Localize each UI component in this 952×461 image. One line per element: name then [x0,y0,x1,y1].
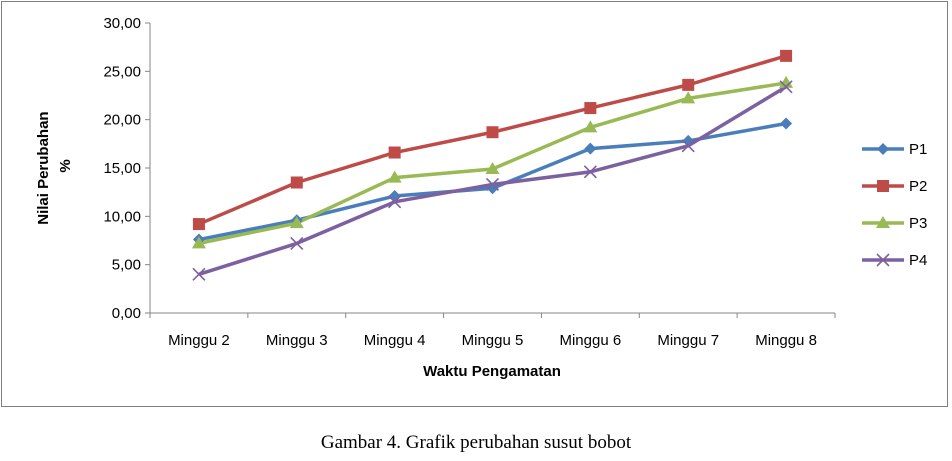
tick-labels: 0,00 5,00 10,00 15,00 20,00 25,00 30,00 Minggu … [103,15,816,349]
series-markers [191,49,794,281]
x-tick-label: Minggu 5 [462,332,524,349]
data-point-p3 [289,216,304,229]
line-chart: 0,00 5,00 10,00 15,00 20,00 25,00 30,00 Minggu … [35,15,927,380]
y-tick-label: 5,00 [112,257,141,274]
figure-caption: Gambar 4. Grafik perubahan susut bobot [320,432,632,453]
x-axis-title: Waktu Pengamatan [423,363,561,380]
data-point-p4 [192,267,206,281]
legend-marker-p1 [877,143,889,155]
data-point-p2 [388,146,401,159]
data-point-p3 [779,75,794,88]
axes [145,22,836,318]
data-point-p1 [682,134,695,147]
data-point-p4 [485,177,500,191]
data-point-p4 [583,165,597,179]
x-tick-label: Minggu 7 [657,332,719,349]
y-axis-title: Nilai Perubahan % [35,107,74,225]
data-point-p2 [584,102,597,115]
data-point-p3 [583,120,598,133]
legend-marker-p3 [876,216,890,228]
chart-frame [1,1,948,407]
y-axis-title-line-2: % [57,159,74,172]
data-point-p1 [584,142,597,155]
legend-label-p4: P4 [909,252,927,269]
data-point-p2 [486,126,499,139]
x-tick-label: Minggu 8 [755,332,817,349]
x-tick-label: Minggu 2 [168,332,230,349]
legend-marker-p4 [876,253,890,267]
y-tick-label: 25,00 [103,63,141,80]
data-point-p4 [290,236,304,250]
data-point-p2 [290,176,303,189]
data-point-p3 [681,91,696,104]
data-point-p4 [779,80,793,94]
legend-label-p1: P1 [909,141,927,158]
legend: P1 P2 P3 P4 [862,141,927,269]
y-tick-label: 20,00 [103,112,141,129]
x-tick-label: Minggu 4 [364,332,426,349]
data-point-p4 [388,195,402,209]
y-tick-label: 10,00 [103,208,141,225]
legend-marker-p2 [877,180,889,192]
series-line-p4 [198,85,787,277]
y-tick-label: 30,00 [103,15,141,32]
data-point-p3 [387,170,402,183]
y-tick-label: 15,00 [103,160,141,177]
data-point-p2 [192,218,205,231]
y-axis-title-line-1: Nilai Perubahan [35,111,52,224]
data-point-p4 [681,139,695,153]
data-point-p1 [780,117,793,130]
data-point-p3 [191,236,206,249]
data-point-p3 [485,161,500,174]
data-point-p1 [486,182,499,195]
x-tick-label: Minggu 3 [266,332,328,349]
x-tick-label: Minggu 6 [559,332,621,349]
data-point-p2 [682,78,695,91]
legend-label-p2: P2 [909,178,927,195]
y-tick-label: 0,00 [112,305,141,322]
data-point-p2 [780,49,793,62]
legend-label-p3: P3 [909,215,927,232]
